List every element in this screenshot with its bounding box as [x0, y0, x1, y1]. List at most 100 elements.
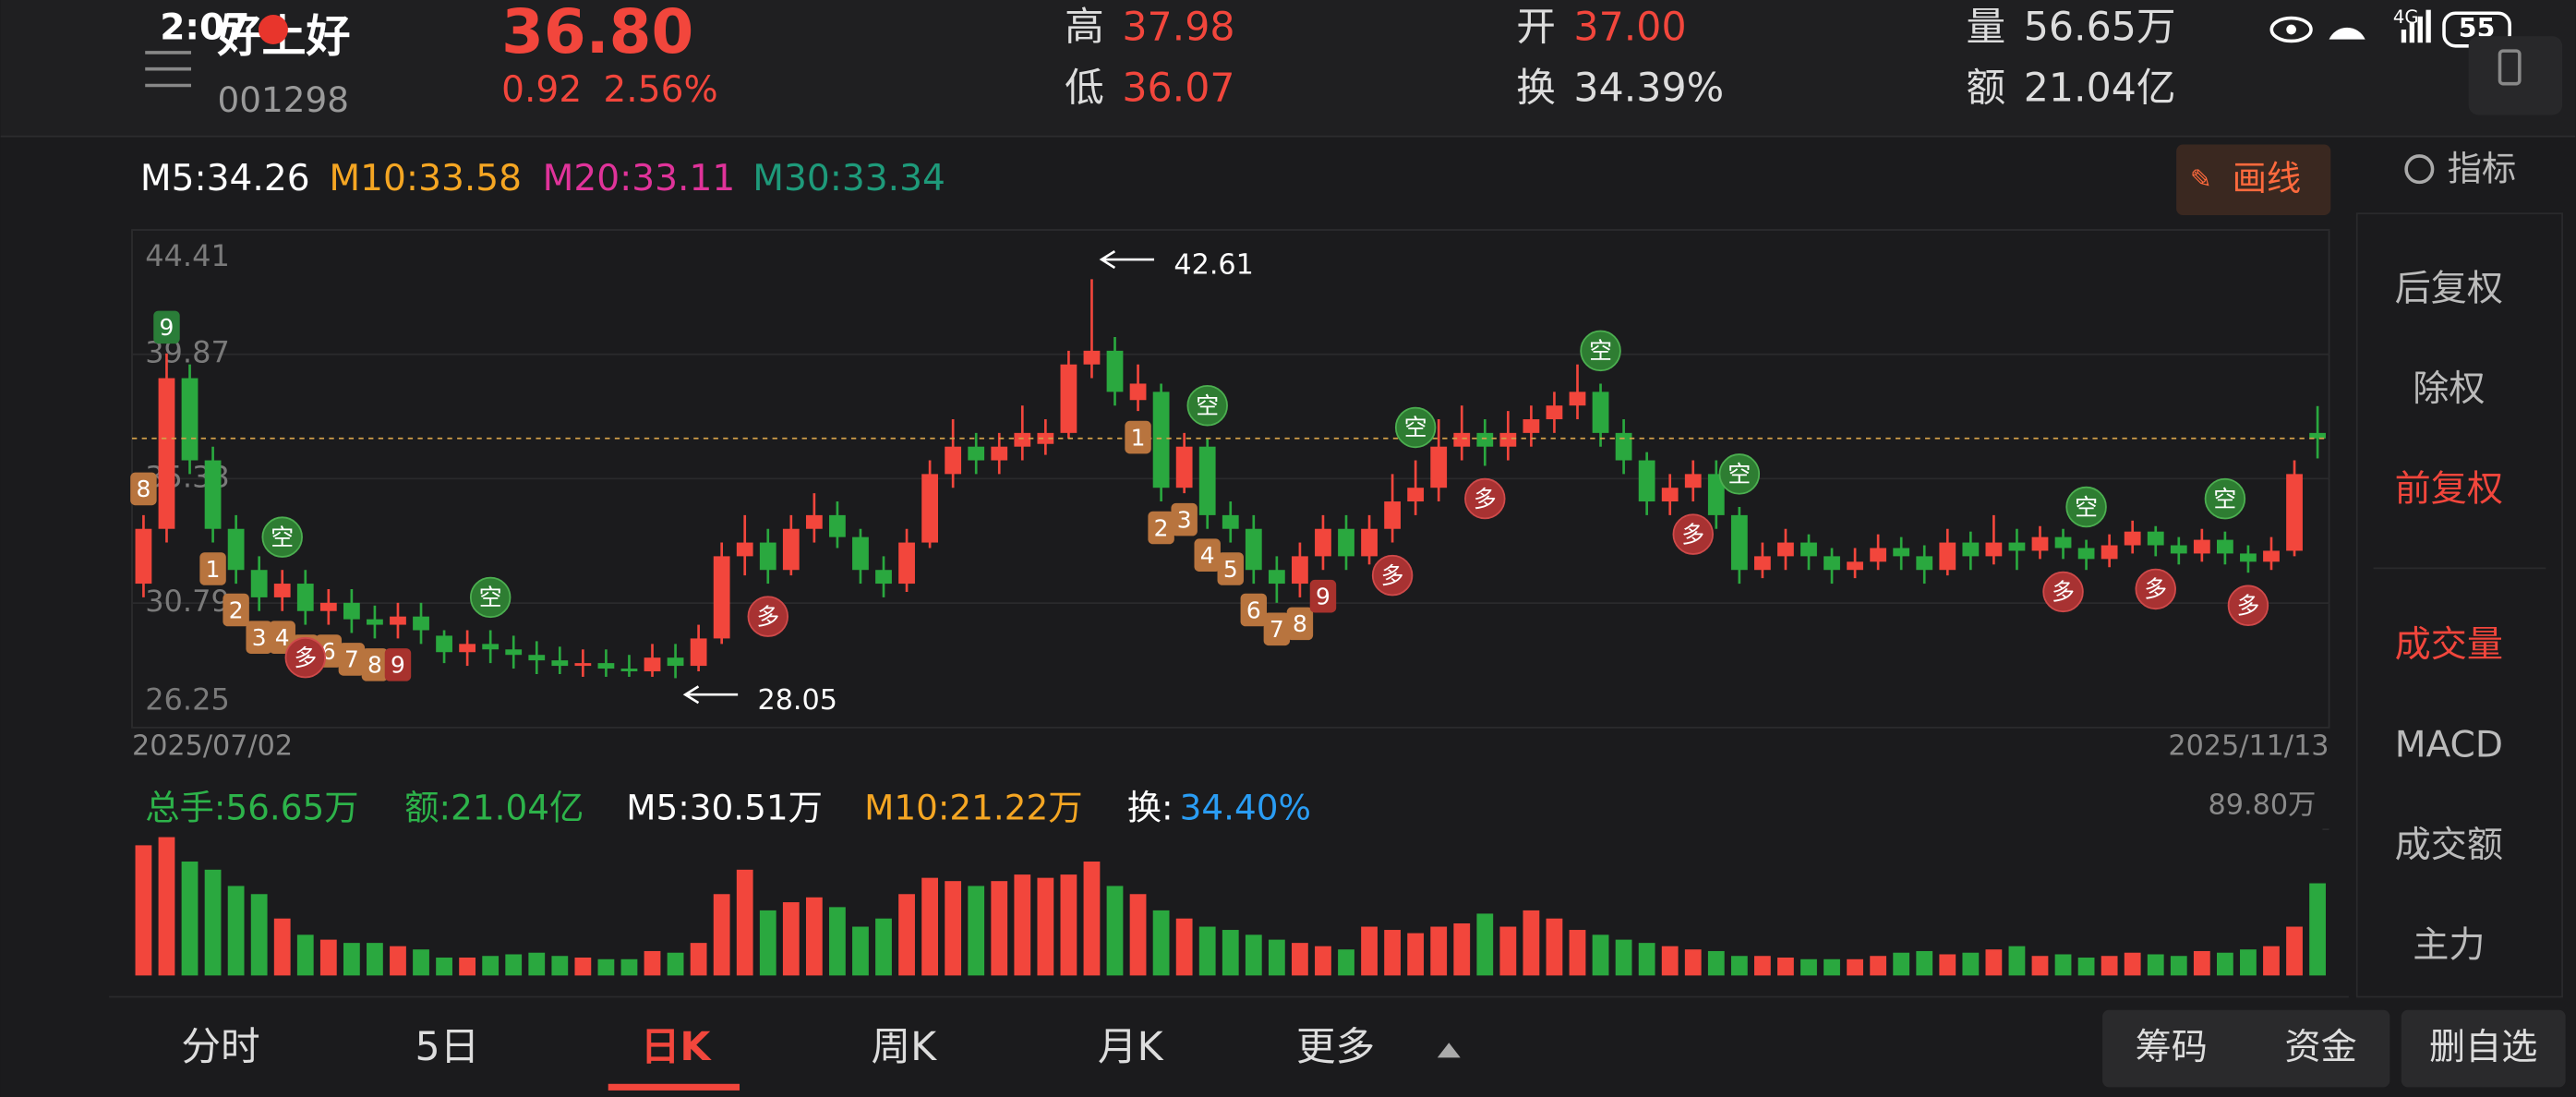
count-badge	[1194, 538, 1221, 572]
signal-badge	[747, 596, 788, 637]
menu-icon[interactable]	[145, 51, 191, 88]
volume-bar	[1476, 913, 1494, 976]
volume-bar	[1083, 862, 1101, 976]
candle-body	[1985, 542, 2003, 557]
volume-bar	[1847, 958, 1863, 976]
tab[interactable]: 日K	[641, 1024, 713, 1070]
tab[interactable]: 分时	[181, 1024, 259, 1070]
signal-label: 多	[1474, 486, 1497, 512]
volume-bar	[2286, 926, 2303, 976]
volume-bar	[667, 952, 684, 976]
volume-legend-item: M10:21.22万	[864, 787, 1082, 827]
draw-button[interactable]	[2176, 144, 2331, 215]
count-label: 7	[1270, 616, 1284, 643]
tab[interactable]: 更多	[1296, 1024, 1375, 1070]
volume-bar	[459, 958, 476, 976]
candle-body	[1453, 432, 1471, 447]
count-badge	[1148, 511, 1174, 545]
candle-body	[319, 602, 337, 611]
quote-label: 高	[1065, 5, 1104, 51]
count-label: 7	[344, 646, 359, 673]
side-menu-item[interactable]: 主力	[2413, 925, 2485, 967]
side-menu-item[interactable]: MACD	[2395, 725, 2503, 766]
count-badge	[1286, 607, 1314, 641]
candle-body	[2286, 474, 2303, 551]
action-button[interactable]: 资金	[2285, 1027, 2357, 1068]
tab[interactable]: 周K	[872, 1024, 938, 1070]
landscape-button[interactable]	[2468, 36, 2563, 115]
volume-bar	[2124, 952, 2141, 976]
volume-bar	[736, 869, 753, 976]
volume-bar	[273, 918, 291, 976]
signal-label: 空	[271, 524, 294, 550]
count-label: 8	[1293, 610, 1307, 637]
volume-bar	[1222, 930, 1239, 976]
side-menu-item[interactable]: 成交量	[2395, 624, 2503, 666]
signal-badge	[1464, 477, 1506, 520]
volume-bar	[1592, 934, 1609, 976]
side-menu-item[interactable]: 前复权	[2395, 468, 2503, 510]
action-button[interactable]: 删自选	[2429, 1027, 2537, 1068]
action-button[interactable]: 筹码	[2136, 1027, 2208, 1068]
candle-body	[528, 655, 546, 661]
volume-bar	[343, 943, 360, 976]
candle-body	[2216, 539, 2233, 554]
ma-legend-item: M30:33.34	[752, 158, 945, 199]
candle-body	[1546, 405, 1563, 420]
candle-body	[2193, 539, 2210, 554]
quote-value: 37.00	[1573, 5, 1686, 51]
volume-bar	[158, 837, 175, 976]
tab-underline	[608, 1083, 740, 1091]
tab[interactable]: 月K	[1098, 1024, 1164, 1070]
start-date: 2025/07/02	[132, 730, 293, 763]
volume-bar	[1175, 918, 1193, 976]
volume-bar	[1245, 934, 1262, 976]
candle-body	[945, 446, 962, 475]
candle-body	[1569, 392, 1586, 406]
candle-body	[1175, 446, 1193, 488]
volume-bar	[2309, 883, 2326, 976]
signal-label: 多	[756, 603, 779, 630]
volume-bar	[1661, 946, 1679, 976]
volume-bar	[1962, 952, 1980, 976]
candle-body	[227, 528, 245, 571]
count-badge	[384, 648, 412, 681]
side-menu-item[interactable]: 除权	[2413, 368, 2485, 410]
candle-body	[1499, 432, 1517, 447]
volume-legend-item: 额:21.04亿	[404, 787, 584, 827]
indicator-button[interactable]: 指标	[2448, 148, 2517, 188]
candle-body	[1361, 528, 1378, 557]
side-menu-item[interactable]: 后复权	[2395, 268, 2503, 309]
signal-label: 空	[2213, 486, 2236, 512]
volume-bar	[1800, 958, 1817, 976]
candle-body	[805, 514, 823, 529]
tab[interactable]: 5日	[415, 1024, 480, 1070]
volume-bar	[1730, 956, 1748, 976]
signal-badge	[1580, 330, 1621, 372]
volume-bar	[250, 894, 268, 976]
candle-body	[2008, 542, 2026, 551]
volume-bar	[1106, 886, 1124, 976]
count-badge	[1309, 579, 1337, 613]
candle-body	[1661, 488, 1679, 502]
candle-body	[2240, 553, 2257, 562]
side-menu-item[interactable]: 成交额	[2395, 825, 2503, 866]
candle-body	[2101, 545, 2118, 560]
volume-bar	[1546, 918, 1563, 976]
ma-legend-item: M10:33.58	[329, 158, 522, 199]
volume-bar	[1824, 958, 1840, 976]
candle-body	[2124, 531, 2141, 546]
count-badge	[361, 648, 389, 681]
status-icons	[2269, 9, 2511, 48]
candle-body	[505, 649, 523, 656]
annotation-arrow	[682, 685, 739, 705]
volume-bar	[968, 886, 985, 976]
status-time: 2:07	[160, 7, 249, 49]
signal-badge	[1394, 406, 1437, 449]
candle-body	[1338, 528, 1354, 557]
volume-bar	[1338, 949, 1354, 976]
